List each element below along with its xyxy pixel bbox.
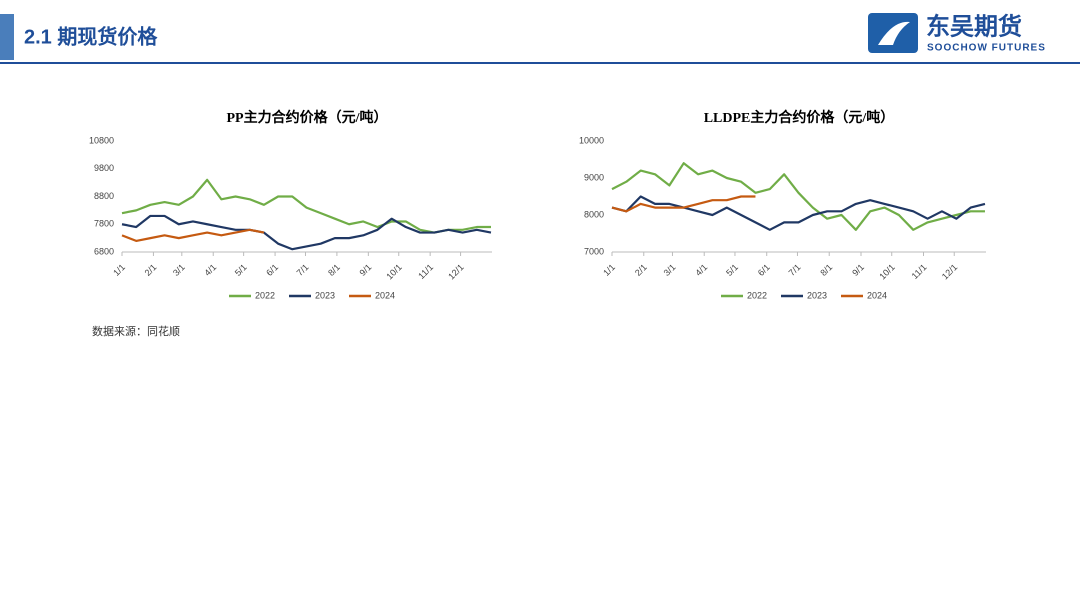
- x-tick-label: 2/1: [143, 262, 159, 278]
- logo-cn: 东吴期货: [926, 12, 1022, 40]
- x-tick-label: 8/1: [818, 262, 834, 278]
- logo-swirl: [878, 21, 910, 45]
- y-tick-label: 7000: [584, 246, 604, 256]
- series-line: [611, 195, 756, 213]
- header-rule: [0, 62, 1080, 64]
- legend-label: 2024: [867, 290, 887, 300]
- header-accent: [0, 14, 14, 60]
- legend-label: 2022: [255, 290, 275, 300]
- x-tick-label: 4/1: [693, 262, 709, 278]
- series-line: [121, 214, 492, 251]
- x-tick-label: 5/1: [233, 262, 249, 278]
- y-tick-label: 10000: [579, 135, 604, 145]
- legend-label: 2023: [807, 290, 827, 300]
- series-line: [611, 195, 986, 231]
- header-title: 2.1 期现货价格: [24, 24, 158, 48]
- x-tick-label: 12/1: [940, 262, 959, 281]
- x-tick-label: 1/1: [111, 262, 127, 278]
- y-tick-label: 9000: [584, 172, 604, 182]
- legend-label: 2024: [375, 290, 395, 300]
- x-tick-label: 3/1: [171, 262, 187, 278]
- x-tick-label: 11/1: [416, 262, 435, 281]
- y-tick-label: 7800: [94, 219, 114, 229]
- chart-title: LLDPE主力合约价格（元/吨）: [704, 109, 895, 126]
- x-tick-label: 12/1: [446, 262, 465, 281]
- x-tick-label: 1/1: [601, 262, 617, 278]
- x-tick-label: 4/1: [202, 262, 218, 278]
- y-tick-label: 6800: [94, 246, 114, 256]
- x-tick-label: 8/1: [326, 262, 342, 278]
- x-tick-label: 10/1: [877, 262, 896, 281]
- y-tick-label: 8800: [94, 191, 114, 201]
- x-tick-label: 7/1: [787, 262, 803, 278]
- x-tick-label: 2/1: [633, 262, 649, 278]
- y-tick-label: 9800: [94, 163, 114, 173]
- legend-label: 2022: [747, 290, 767, 300]
- logo: 东吴期货 SOOCHOW FUTURES: [868, 12, 1046, 54]
- x-tick-label: 11/1: [910, 262, 929, 281]
- x-tick-label: 6/1: [264, 262, 280, 278]
- legend-label: 2023: [315, 290, 335, 300]
- y-tick-label: 8000: [584, 209, 604, 219]
- x-tick-label: 10/1: [384, 262, 403, 281]
- source-note: 数据来源：同花顺: [92, 324, 180, 338]
- x-tick-label: 9/1: [850, 262, 866, 278]
- x-tick-label: 6/1: [756, 262, 772, 278]
- x-tick-label: 3/1: [662, 262, 678, 278]
- x-tick-label: 7/1: [295, 262, 311, 278]
- x-tick-label: 5/1: [724, 262, 740, 278]
- chart-title: PP主力合约价格（元/吨）: [227, 109, 388, 126]
- series-line: [121, 228, 265, 242]
- x-tick-label: 9/1: [358, 262, 374, 278]
- series-line: [611, 162, 985, 231]
- logo-en: SOOCHOW FUTURES: [927, 43, 1046, 54]
- y-tick-label: 10800: [89, 135, 114, 145]
